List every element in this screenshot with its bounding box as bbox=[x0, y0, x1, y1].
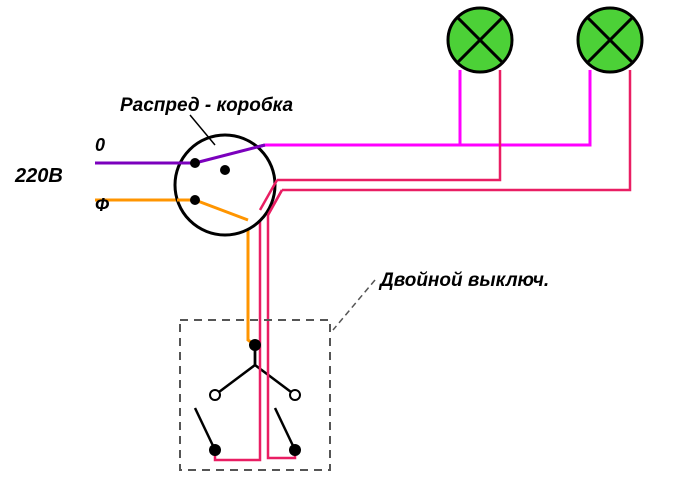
phase-label: Ф bbox=[95, 195, 109, 216]
junction-box-label: Распред - коробка bbox=[120, 95, 293, 117]
double-switch-label: Двойной выключ. bbox=[380, 270, 549, 292]
wiring-diagram bbox=[0, 0, 700, 500]
voltage-label: 220В bbox=[15, 165, 63, 188]
neutral-label: 0 bbox=[95, 135, 105, 156]
